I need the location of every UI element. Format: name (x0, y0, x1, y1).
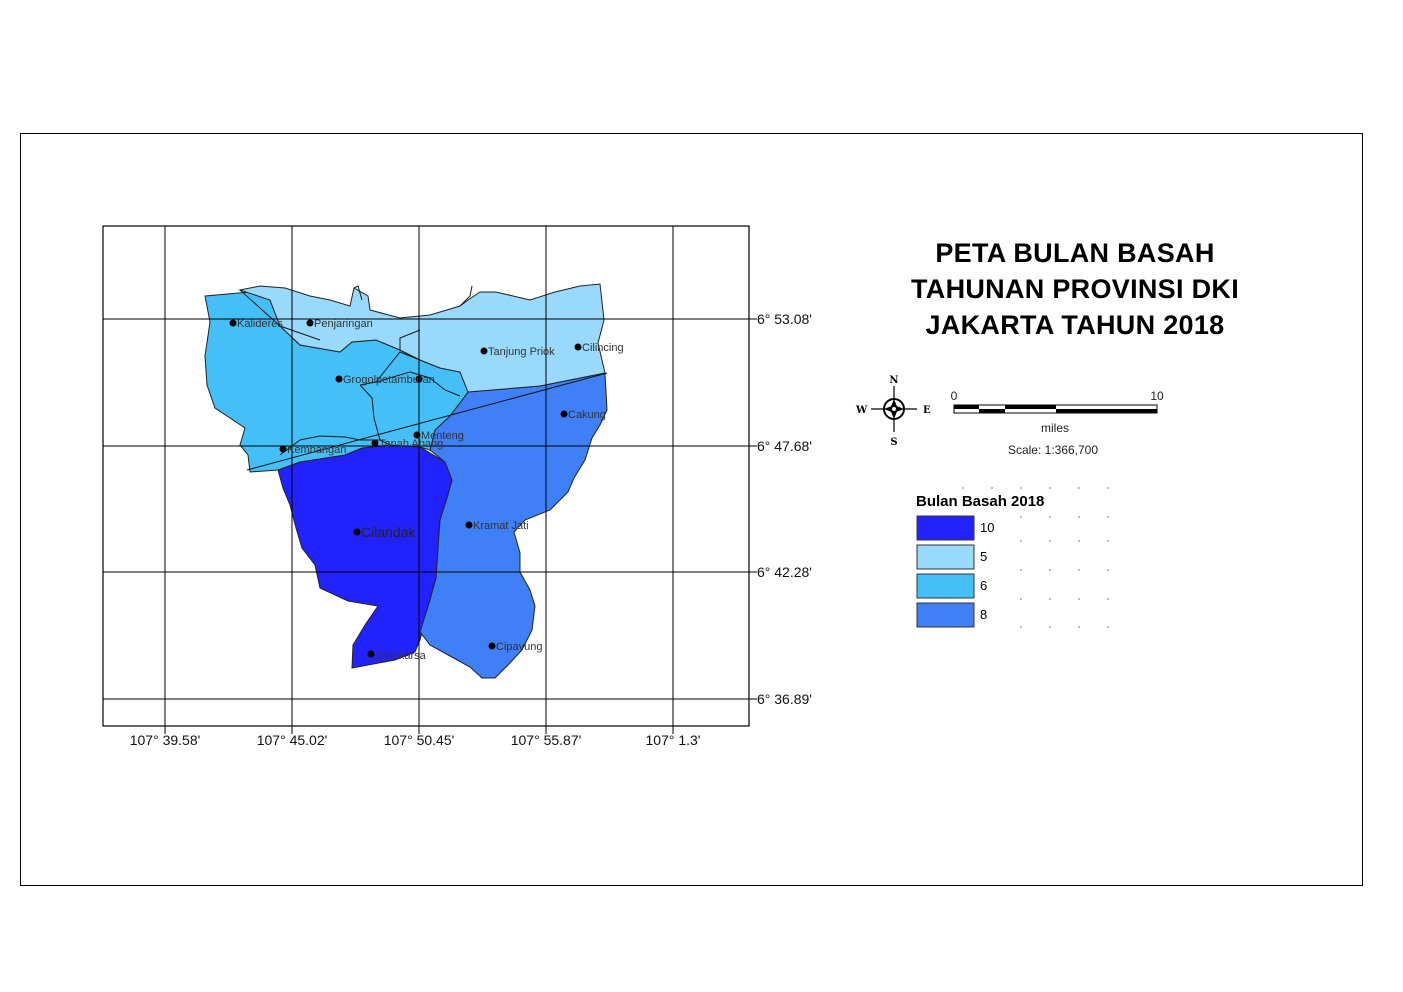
place-label-kalideres: Kalideres (237, 318, 283, 330)
lon-label: 107° 1.3' (646, 732, 701, 748)
place-point (335, 375, 343, 383)
legend-label: 8 (980, 607, 987, 622)
legend-swatch (916, 573, 975, 599)
place-point (229, 319, 237, 327)
scale-bar (953, 404, 1158, 414)
scale-bar-start-label: 0 (951, 389, 958, 403)
tick-marks (164, 318, 757, 734)
legend-label: 10 (980, 520, 994, 535)
lon-label: 107° 50.45' (384, 732, 455, 748)
place-label-menteng: Menteng (421, 430, 464, 442)
map-title-line-2: TAHUNAN PROVINSI DKI (910, 274, 1239, 304)
place-point (413, 431, 421, 439)
place-point (371, 439, 379, 447)
place-point (415, 375, 423, 383)
place-point (480, 347, 488, 355)
place-label-cilincing: Cilincing (582, 342, 624, 354)
place-point (353, 528, 361, 536)
north-arrow-icon (871, 386, 917, 432)
compass-north-label: N (889, 375, 898, 386)
place-point (488, 642, 496, 650)
region-east-jakarta (419, 372, 608, 679)
legend-title: Bulan Basah 2018 (916, 493, 1044, 510)
admin-boundaries (239, 285, 473, 456)
legend-swatch (916, 602, 975, 628)
place-label-cilandak: Cilandak (361, 524, 416, 540)
compass-west-label: W (855, 405, 868, 416)
place-label-kembangan: Kembangan (287, 444, 346, 456)
graticule (103, 226, 749, 726)
place-label-penjaringan: Penjaringan (314, 318, 373, 330)
compass-south-label: S (890, 437, 897, 448)
place-label-cipayung: Cipayung (496, 641, 542, 653)
place-markers (229, 319, 582, 658)
lon-label: 107° 39.58' (130, 732, 201, 748)
place-point (306, 319, 314, 327)
place-point (367, 650, 375, 658)
place-label-tanjung-priok: Tanjung Priok (488, 346, 555, 358)
place-label-tanah-abang: Tanah Abang (379, 438, 443, 450)
lon-label: 107° 45.02' (257, 732, 328, 748)
place-point (574, 343, 582, 351)
place-point (279, 445, 287, 453)
place-point (560, 410, 568, 418)
place-label-grogol: Grogolpetamburan (343, 374, 435, 386)
legend-swatch (916, 544, 975, 570)
map-title-line-1: PETA BULAN BASAH (935, 238, 1215, 268)
place-label-kramat-jati: Kramat Jati (473, 520, 529, 532)
diagonal-line (246, 372, 608, 471)
place-point (465, 521, 473, 529)
legend-dot-grid (962, 487, 1109, 628)
lat-label: 6° 47.68' (757, 438, 812, 454)
region-north-jakarta (238, 283, 606, 393)
legend-label: 6 (980, 578, 987, 593)
lat-label: 6° 42.28' (757, 564, 812, 580)
lat-label: 6° 53.08' (757, 311, 812, 327)
place-label-cakung: Cakung (568, 409, 606, 421)
scale-bar-unit: miles (1041, 421, 1069, 435)
place-label-jagakarsa: Jagakarsa (375, 650, 427, 662)
layout-frame (20, 133, 1363, 886)
legend: Bulan Basah 2018 10 5 6 8 (916, 487, 1109, 628)
compass-east-label: E (923, 405, 931, 416)
lon-label: 107° 55.87' (511, 732, 582, 748)
scale-bar-end-label: 10 (1150, 389, 1164, 403)
legend-label: 5 (980, 549, 987, 564)
lat-label: 6° 36.89' (757, 691, 812, 707)
scale-text: Scale: 1:366,700 (1008, 443, 1098, 457)
map-title-line-3: JAKARTA TAHUN 2018 (925, 310, 1225, 340)
legend-swatch (916, 515, 975, 541)
